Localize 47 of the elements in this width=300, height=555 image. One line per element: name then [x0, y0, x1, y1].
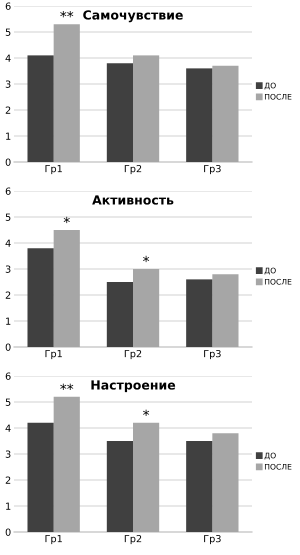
y-tick-label: 5 [6, 28, 10, 36]
x-tick-label: Гр1 [45, 165, 62, 174]
y-tick-label: 6 [6, 2, 11, 10]
bar [106, 282, 133, 347]
bar [27, 55, 54, 162]
x-tick-label: Гр1 [45, 350, 62, 360]
y-tick-label: 1 [6, 318, 10, 325]
y-tick-label: 2 [6, 106, 10, 114]
y-tick-label: 0 [6, 343, 11, 351]
y-tick-label: 1 [6, 502, 10, 510]
bar [186, 441, 212, 532]
x-tick-label: Гр2 [124, 350, 142, 360]
y-tick-label: 4 [6, 240, 11, 247]
x-tick-label: Гр3 [204, 164, 221, 174]
chart-title: Самочувствие [83, 10, 183, 22]
bar [27, 248, 54, 347]
annotation: * [64, 216, 70, 224]
annotation: * [143, 256, 150, 262]
x-tick-label: Гр3 [204, 534, 221, 544]
y-tick-label: 3 [6, 80, 10, 88]
y-tick-label: 2 [6, 291, 10, 299]
y-tick-label: 0 [6, 158, 11, 166]
x-tick-label: Гр2 [124, 534, 142, 544]
bar [106, 441, 133, 532]
annotation: * [143, 410, 150, 416]
y-tick-label: 2 [6, 476, 10, 484]
y-tick-label: 1 [6, 132, 10, 140]
y-tick-label: 6 [6, 187, 11, 195]
x-tick-label: Гр3 [204, 350, 221, 360]
bar [27, 422, 54, 532]
x-tick-label: Гр2 [124, 164, 142, 174]
bar [186, 68, 212, 162]
bar [106, 63, 133, 162]
bar [186, 279, 212, 347]
chart-title: Настроение [91, 380, 176, 392]
annotation: ** [60, 11, 74, 18]
y-tick-label: 6 [6, 372, 11, 380]
y-tick-label: 0 [6, 528, 11, 536]
chart-title: Активность [92, 195, 174, 205]
y-tick-label: 3 [6, 450, 10, 458]
y-tick-label: 3 [6, 265, 10, 273]
y-tick-label: 5 [6, 398, 10, 406]
x-tick-label: Гр1 [45, 535, 62, 544]
annotation: ** [60, 384, 74, 390]
y-tick-label: 4 [6, 424, 11, 432]
y-tick-label: 5 [6, 214, 10, 221]
y-tick-label: 4 [6, 54, 11, 62]
